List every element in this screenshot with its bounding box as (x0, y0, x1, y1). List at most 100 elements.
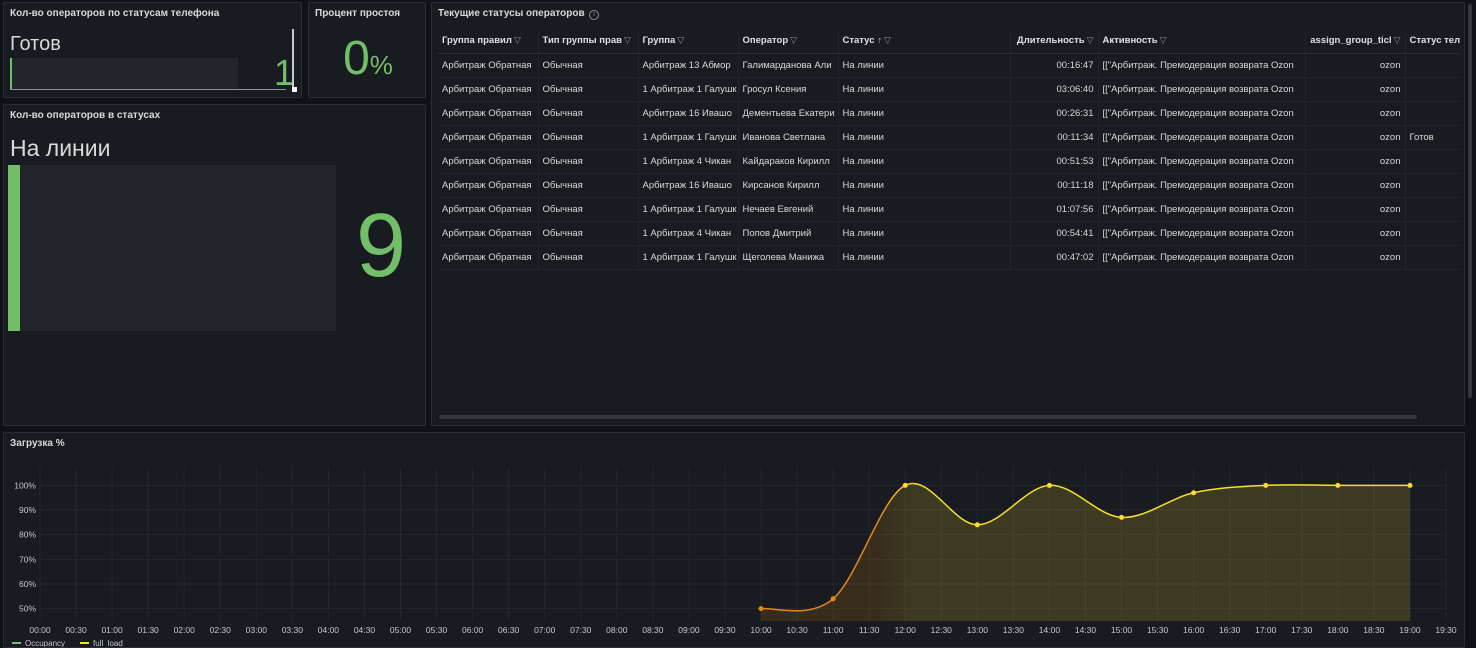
column-header-activity[interactable]: Активность ▽ (1098, 29, 1306, 54)
table-cell: Обычная (538, 221, 639, 246)
x-tick-label: 11:00 (823, 625, 844, 635)
x-tick-label: 06:30 (498, 625, 520, 635)
filter-icon[interactable]: ▽ (1086, 35, 1094, 46)
filter-icon[interactable]: ▽ (623, 35, 631, 46)
table-cell: Иванова Светлана (738, 125, 839, 150)
table-row[interactable]: Арбитраж Обратная Обычная 1 Арбитраж 1 Гал… (438, 197, 1460, 222)
table-cell: Арбитраж Обратная (438, 53, 539, 78)
table-cell: Обычная (538, 101, 639, 126)
table-cell: На линии (838, 53, 1011, 78)
table-row[interactable]: Арбитраж Обратная Обычная 1 Арбитраж 1 Гал… (438, 77, 1460, 102)
column-header-status[interactable]: Статус ↑ ▽ (838, 29, 1011, 54)
table-row[interactable]: Арбитраж Обратная Обычная Арбитраж 16 Иваш… (438, 101, 1460, 126)
table-cell: [["Арбитраж. Премодерация возврата Ozon (1098, 149, 1306, 174)
table-cell: Арбитраж 16 Ивашо (638, 173, 739, 198)
filter-icon[interactable]: ▽ (1159, 35, 1167, 46)
x-tick-label: 03:00 (246, 625, 268, 635)
table-cell (1405, 173, 1460, 198)
table-cell (1405, 101, 1460, 126)
filter-icon[interactable]: ▽ (513, 35, 521, 46)
table-row[interactable]: Арбитраж Обратная Обычная 1 Арбитраж 4 Чик… (438, 149, 1460, 174)
x-tick-label: 01:00 (101, 625, 123, 635)
idle-number: 0 (343, 32, 370, 85)
column-header-group[interactable]: Группа ▽ (638, 29, 739, 54)
table-row[interactable]: Арбитраж Обратная Обычная Арбитраж 16 Иваш… (438, 173, 1460, 198)
column-header-assign-group[interactable]: assign_group_ticl ▽ (1305, 29, 1406, 54)
column-label: Группа правил (442, 35, 512, 47)
idle-unit: % (369, 50, 393, 80)
full-load-point (1046, 482, 1052, 488)
table-cell: Обычная (538, 125, 639, 150)
table-cell: [["Арбитраж. Премодерация возврата Ozon (1098, 197, 1306, 222)
operator-table: Группа правил ▽ Тип группы прав ▽ Группа ▽ … (438, 29, 1460, 270)
table-cell: Арбитраж Обратная (438, 101, 539, 126)
x-tick-label: 12:00 (895, 625, 917, 635)
table-cell: ozon (1305, 149, 1406, 174)
x-tick-label: 18:30 (1363, 625, 1385, 635)
load-chart-panel: Загрузка % 50% 60% 70% 80% 90% 100% 00:00 00:30… (3, 432, 1465, 648)
table-cell: На линии (838, 77, 1011, 102)
table-cell: Арбитраж Обратная (438, 149, 539, 174)
vertical-scrollbar[interactable] (1468, 4, 1472, 398)
x-tick-label: 10:30 (786, 625, 808, 635)
phone-status-panel: Кол-во операторов по статусам телефона Г… (3, 2, 302, 98)
horizontal-scrollbar[interactable] (439, 415, 1417, 419)
table-cell: Обычная (538, 245, 639, 270)
full-load-point (1191, 490, 1197, 496)
table-cell: [["Арбитраж. Премодерация возврата Ozon (1098, 77, 1306, 102)
table-cell: На линии (838, 149, 1011, 174)
panel-title: Кол-во операторов в статусах (10, 110, 161, 121)
table-cell: 00:11:34 (1010, 125, 1099, 150)
filter-icon[interactable]: ▽ (677, 35, 685, 46)
x-tick-label: 14:00 (1039, 625, 1061, 635)
table-cell: ozon (1305, 197, 1406, 222)
table-cell: Арбитраж Обратная (438, 197, 539, 222)
legend-label: full_load (93, 639, 123, 647)
x-tick-label: 02:30 (210, 625, 232, 635)
table-cell: ozon (1305, 173, 1406, 198)
table-cell: На линии (838, 101, 1011, 126)
table-cell: [["Арбитраж. Премодерация возврата Ozon (1098, 53, 1306, 78)
table-cell: Дементьева Екатери (738, 101, 839, 126)
table-row[interactable]: Арбитраж Обратная Обычная Арбитраж 13 Абмо… (438, 53, 1460, 78)
status-label: Готов (10, 33, 61, 55)
info-icon[interactable]: i (589, 10, 599, 20)
column-header-phone-status[interactable]: Статус теле (1405, 29, 1460, 54)
table-cell: Обычная (538, 173, 639, 198)
x-tick-label: 01:30 (138, 625, 160, 635)
full-load-point (1407, 482, 1413, 488)
filter-icon[interactable]: ▽ (1393, 35, 1401, 46)
sort-ascending-icon[interactable]: ↑ (877, 35, 883, 46)
table-cell: На линии (838, 173, 1011, 198)
y-tick-label: 60% (19, 579, 36, 589)
column-header-duration[interactable]: Длительность ▽ (1010, 29, 1099, 54)
filter-icon[interactable]: ▽ (790, 35, 798, 46)
resize-handle[interactable] (292, 29, 294, 87)
column-header-operator[interactable]: Оператор ▽ (738, 29, 839, 54)
resize-corner[interactable] (292, 87, 297, 92)
table-cell: Готов (1405, 125, 1460, 150)
table-row[interactable]: Арбитраж Обратная Обычная 1 Арбитраж 1 Гал… (438, 125, 1460, 150)
x-tick-label: 08:30 (642, 625, 664, 635)
table-cell: ozon (1305, 77, 1406, 102)
table-cell: 00:54:41 (1010, 221, 1099, 246)
table-cell: [["Арбитраж. Премодерация возврата Ozon (1098, 221, 1306, 246)
table-cell: На линии (838, 197, 1011, 222)
x-tick-label: 18:00 (1327, 625, 1349, 635)
column-header-rule-type[interactable]: Тип группы прав ▽ (538, 29, 639, 54)
x-tick-label: 19:30 (1435, 625, 1457, 635)
table-cell: ozon (1305, 101, 1406, 126)
y-tick-label: 100% (14, 480, 36, 490)
column-header-rule-group[interactable]: Группа правил ▽ (438, 29, 539, 54)
x-tick-label: 06:00 (462, 625, 484, 635)
x-tick-label: 13:00 (967, 625, 989, 635)
table-cell: Арбитраж Обратная (438, 125, 539, 150)
filter-icon[interactable]: ▽ (884, 35, 891, 46)
table-cell: На линии (838, 125, 1011, 150)
x-tick-label: 14:30 (1075, 625, 1097, 635)
x-tick-label: 10:00 (750, 625, 772, 635)
table-cell: ozon (1305, 221, 1406, 246)
full-load-point (1119, 514, 1125, 520)
table-row[interactable]: Арбитраж Обратная Обычная 1 Арбитраж 1 Гал… (438, 245, 1460, 270)
table-row[interactable]: Арбитраж Обратная Обычная 1 Арбитраж 4 Чик… (438, 221, 1460, 246)
